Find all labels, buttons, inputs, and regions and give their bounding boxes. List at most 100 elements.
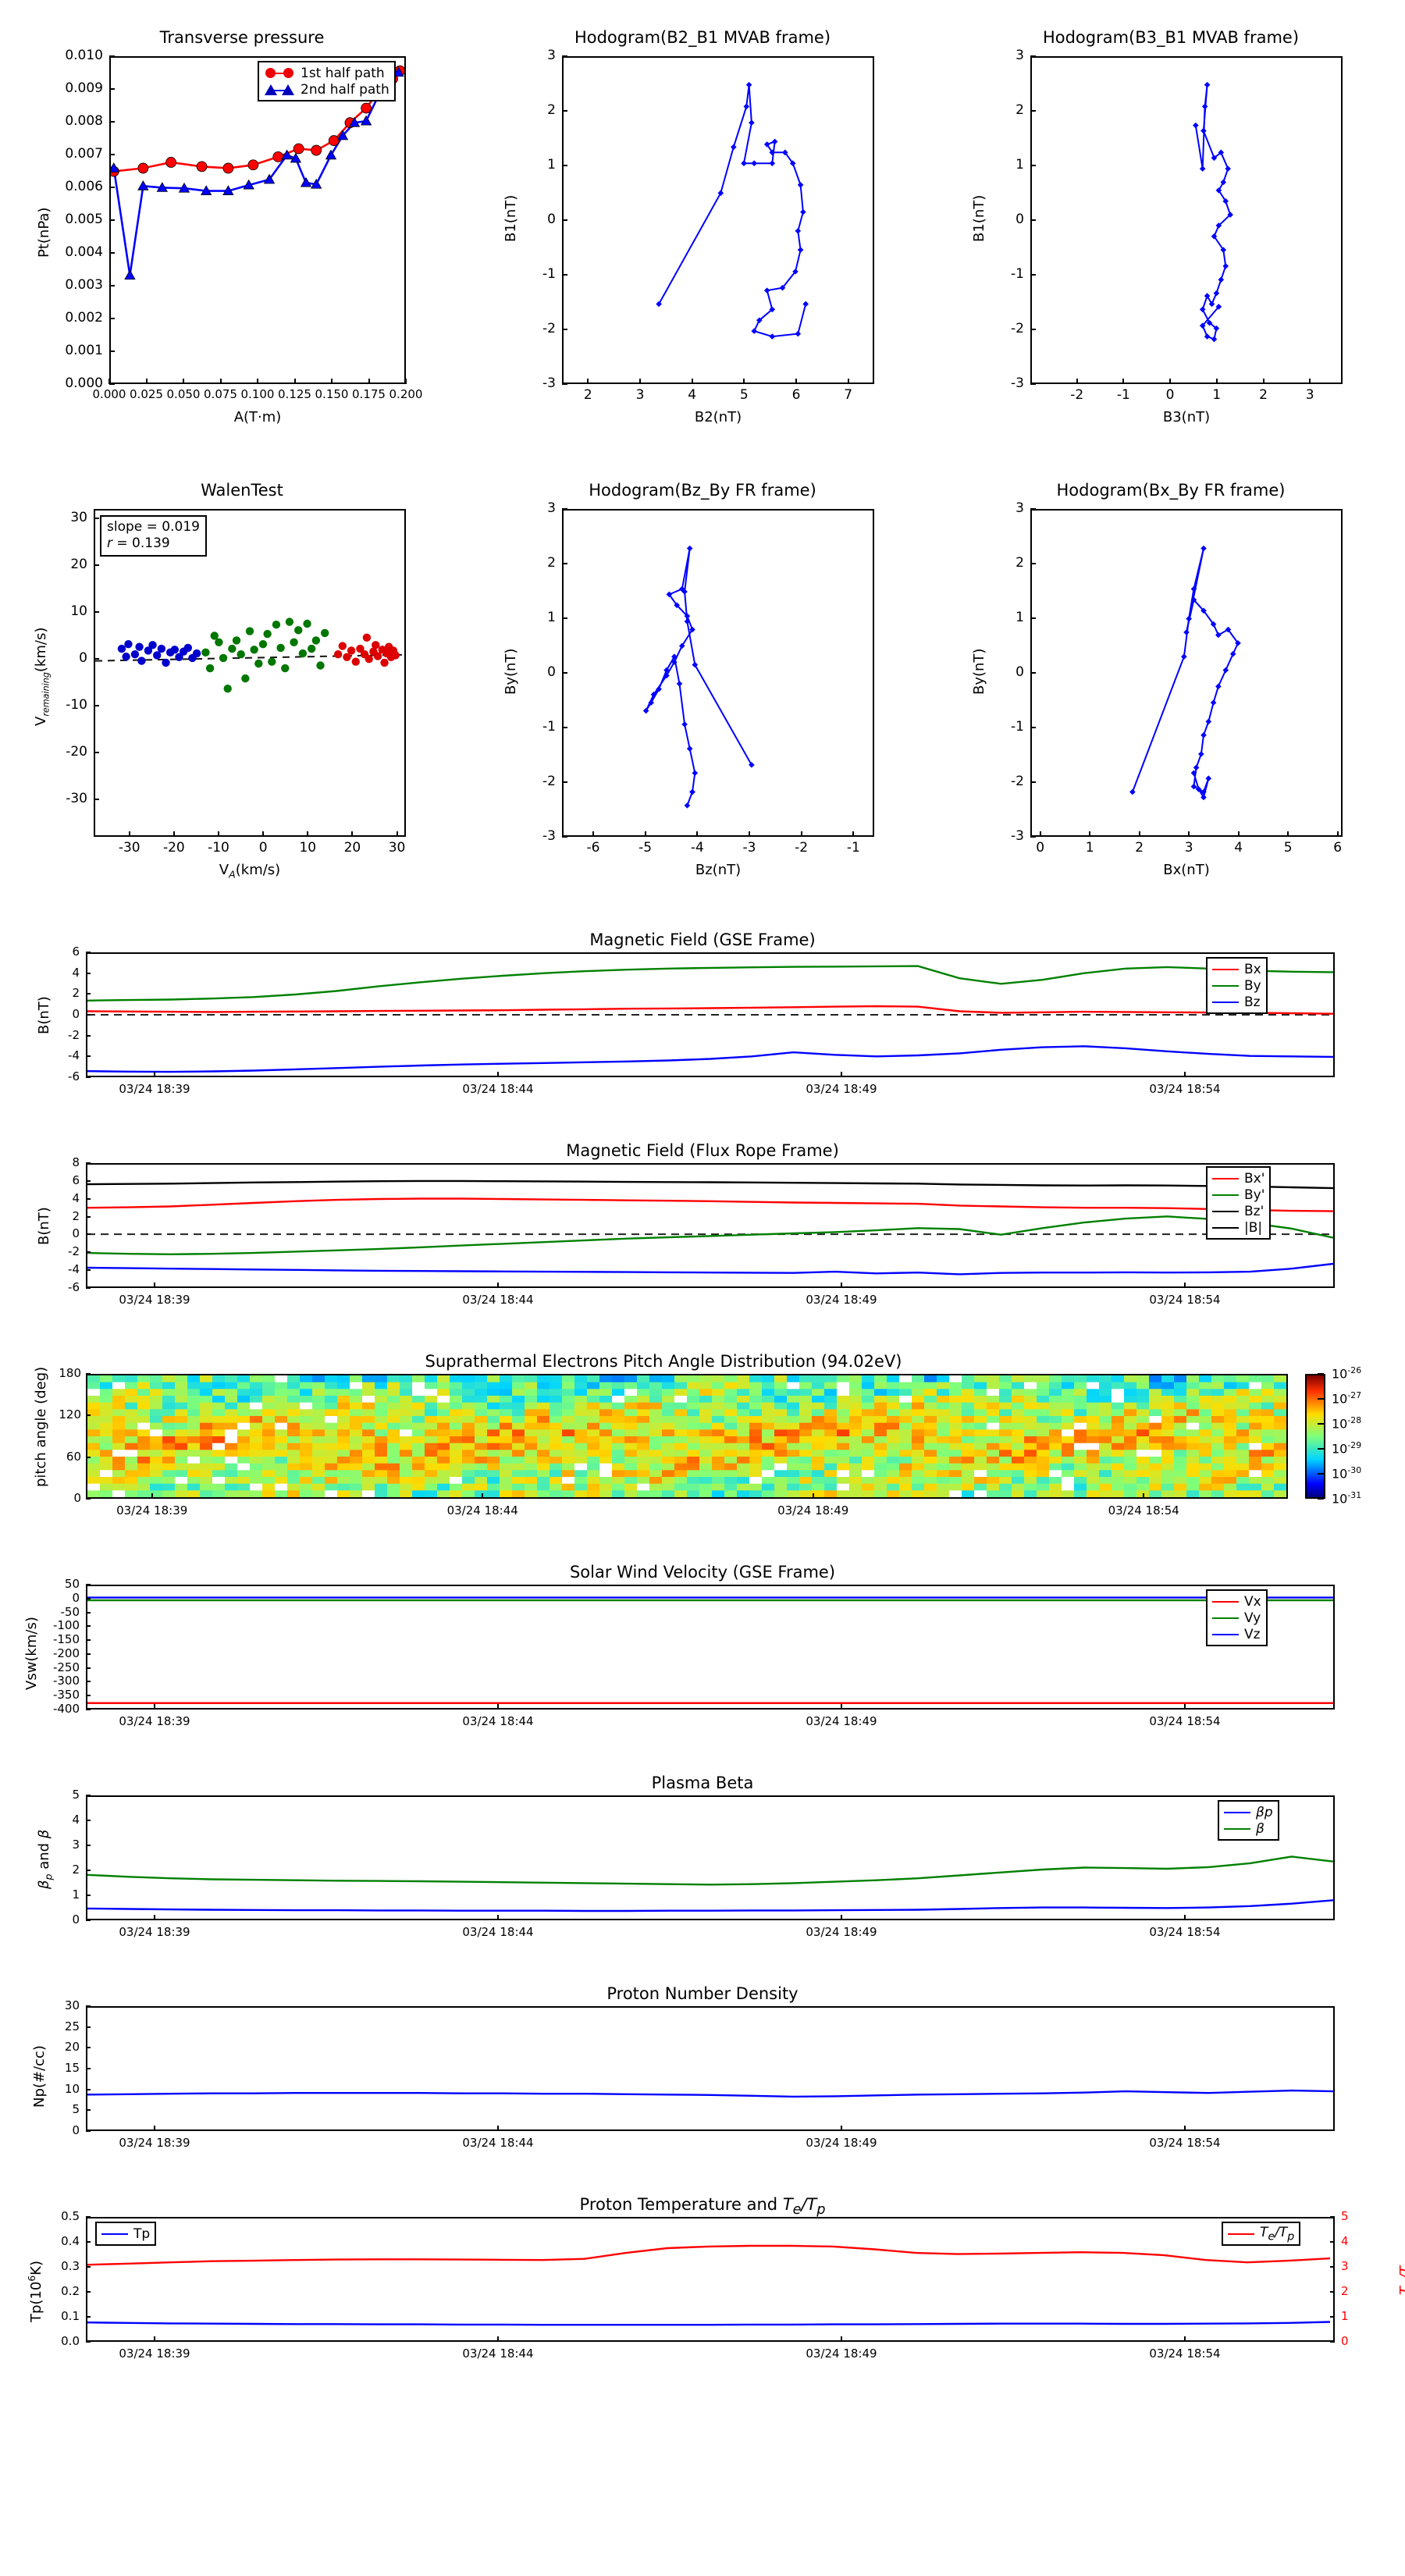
y-tick-label-right: 4 [1341, 2234, 1349, 2248]
x-tick-label: -1 [1116, 387, 1130, 403]
y-tick-mark [94, 752, 99, 753]
x-tick-mark [145, 379, 148, 384]
y-tick-mark [109, 121, 115, 123]
y-tick-mark-right [1330, 2241, 1335, 2243]
y-tick-mark [86, 1197, 91, 1200]
y-tick-mark [562, 165, 567, 166]
y-tick-mark [86, 1162, 91, 1164]
y-tick-label: 0.0 [61, 2334, 80, 2348]
x-tick-label: 2 [583, 387, 592, 403]
y-tick-mark-right [1330, 2266, 1335, 2268]
x-tick-label: 0.050 [166, 387, 201, 401]
panel-title: Hodogram(B2_B1 MVAB frame) [574, 28, 831, 47]
y-tick-label: 0 [72, 1226, 80, 1241]
x-tick-label: 0.075 [204, 387, 237, 401]
legend-tp-right: Te/Tp [1222, 2222, 1301, 2246]
y-tick-mark-right [1330, 2316, 1335, 2318]
x-tick-label: 0 [1165, 387, 1175, 403]
legend-item: Vx [1212, 1593, 1261, 1610]
y-tick-mark [86, 1269, 91, 1272]
legend-item: Tp [101, 2226, 150, 2242]
y-tick-label-right: 5 [1341, 2209, 1349, 2223]
y-tick-label: 50 [64, 1577, 80, 1591]
y-tick-label: -6 [68, 1069, 80, 1083]
x-tick-label: 1 [1212, 387, 1222, 403]
x-tick-mark [154, 1704, 155, 1710]
legend-item-1st-half: 1st half path [264, 65, 389, 81]
y-tick-mark [562, 219, 567, 221]
plot-area-hodogram-bxby [1030, 509, 1343, 837]
plot-area-beta [86, 1795, 1335, 1920]
panel-transverse-pressure: Transverse pressure 1st half path [0, 0, 468, 437]
transverse-pressure-svg [111, 65, 404, 280]
y-tick-label: 10 [70, 603, 87, 619]
panel-title: Hodogram(B3_B1 MVAB frame) [1042, 28, 1300, 47]
y-tick-mark [86, 993, 91, 995]
y-tick-label: 20 [64, 2040, 80, 2055]
colorbar-tick-mark [1318, 1423, 1324, 1425]
y-tick-label: 0.3 [61, 2259, 80, 2273]
legend-item: Bz' [1212, 1203, 1264, 1219]
y-tick-mark [86, 2130, 91, 2132]
np-svg [87, 2089, 1333, 2098]
x-tick-label: 0.150 [315, 387, 349, 401]
y-axis-label: B1(nT) [503, 194, 519, 242]
x-tick-label: 0 [258, 840, 268, 856]
y-tick-mark [562, 836, 567, 838]
y-tick-mark [86, 1233, 91, 1236]
x-tick-mark [1336, 831, 1339, 837]
y-tick-label: -3 [542, 828, 556, 844]
colorbar-tick-label: 10-27 [1332, 1390, 1362, 1407]
y-tick-mark [109, 252, 115, 254]
x-tick-label: 0.175 [352, 387, 386, 401]
y-tick-mark [94, 611, 99, 613]
y-tick-label: 3 [72, 1838, 80, 1852]
panel-hodogram-bzby: Hodogram(Bz_By FR frame) -3 -2 -1 0 1 2 3 -6 -5… [468, 453, 937, 890]
y-tick-label: -2 [542, 321, 556, 336]
x-tick-label: 10 [299, 840, 317, 856]
ylabel-main: V [33, 716, 49, 726]
x-tick-label: 0.000 [92, 387, 126, 401]
y-tick-label: 2 [1016, 555, 1024, 571]
y-tick-mark [1030, 781, 1036, 783]
y-tick-mark [86, 1920, 91, 1921]
x-tick-label: 0 [1036, 840, 1045, 856]
x-tick-label: 03/24 18:39 [119, 1925, 190, 1939]
y-tick-label: 0 [73, 1491, 81, 1505]
line-swatch-icon [1228, 2233, 1254, 2235]
y-tick-label: 0.009 [65, 80, 103, 96]
x-tick-mark [497, 1283, 499, 1288]
x-tick-label: 03/24 18:44 [462, 1714, 534, 1728]
x-tick-mark [1184, 1915, 1186, 1920]
y-tick-label: 0.001 [65, 343, 103, 358]
y-tick-label: -2 [1011, 774, 1024, 789]
panel-hodogram-bxby: Hodogram(Bx_By FR frame) -3 -2 -1 0 1 2 3 0 1 2 3… [937, 453, 1405, 890]
plot-area-pad [86, 1374, 1288, 1499]
plot-area-bfield-gse [86, 952, 1335, 1077]
legend-label: 1st half path [301, 65, 385, 81]
x-tick-mark [307, 831, 309, 837]
y-tick-label: -20 [66, 744, 87, 760]
legend-vsw: Vx Vy Vz [1206, 1589, 1268, 1646]
x-tick-label: -5 [638, 840, 653, 856]
panel-title: Proton Number Density [606, 1984, 799, 2003]
legend-item: Vz [1212, 1626, 1261, 1642]
y-tick-label-right: 2 [1341, 2284, 1349, 2298]
legend-item: By' [1212, 1187, 1264, 1203]
plot-area-hodogram-b3b1 [1030, 56, 1343, 384]
x-tick-label: -10 [208, 840, 229, 856]
legend-beta: βp β [1218, 1800, 1279, 1841]
x-tick-label: 03/24 18:39 [119, 2347, 190, 2361]
x-tick-mark [257, 379, 258, 384]
y-tick-label: 4 [72, 1813, 80, 1827]
x-tick-label: 03/24 18:49 [806, 2347, 877, 2361]
y-tick-label: -100 [52, 1618, 80, 1633]
y-tick-label: 1 [1016, 157, 1024, 173]
y-tick-label: 20 [70, 557, 87, 572]
x-tick-label: -6 [586, 840, 600, 856]
y-tick-mark [86, 2341, 91, 2343]
y-tick-mark [86, 1653, 91, 1655]
x-tick-mark [1215, 379, 1218, 384]
y-tick-mark [109, 154, 115, 155]
x-tick-label: 6 [791, 387, 801, 403]
